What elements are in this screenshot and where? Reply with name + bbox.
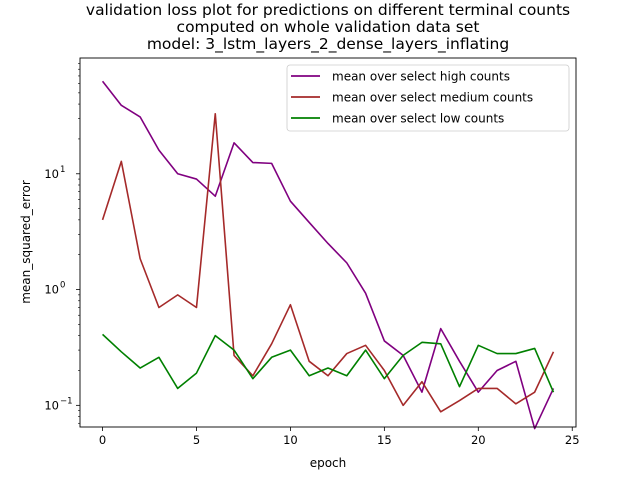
x-tick-label: 5 [193, 433, 200, 447]
chart-title: validation loss plot for predictions on … [86, 1, 570, 54]
series-line-1 [101, 80, 555, 430]
chart-title-line-1: validation loss plot for predictions on … [86, 1, 570, 19]
legend-label-2: mean over select medium counts [332, 91, 533, 105]
y-tick-label-base: 10 [44, 398, 59, 412]
legend: mean over select high counts mean over se… [286, 64, 570, 132]
x-axis-label: epoch [310, 456, 347, 470]
chart-title-line-3: model: 3_lstm_layers_2_dense_layers_infl… [147, 35, 509, 54]
x-tick-label: 10 [283, 433, 298, 447]
y-axis-label: mean_squared_error [19, 180, 33, 304]
y-tick-label-exponent: −1 [60, 396, 73, 406]
y-tick-label-base: 10 [44, 283, 59, 297]
series-layer [101, 80, 555, 430]
x-tick-label: 0 [99, 433, 106, 447]
legend-frame [286, 64, 570, 132]
y-tick-label-exponent: 1 [60, 165, 65, 175]
legend-label-1: mean over select high counts [332, 70, 510, 84]
y-tick-label-base: 10 [44, 167, 59, 181]
chart-title-line-2: computed on whole validation data set [177, 18, 480, 36]
x-tick-label: 25 [565, 433, 580, 447]
y-tick-label-exponent: 0 [60, 281, 65, 291]
series-line-3 [102, 333, 555, 393]
plot-frame [79, 57, 577, 428]
x-axis: 0 5 10 15 20 25 [99, 427, 580, 447]
y-tick-label: 10 −1 [44, 396, 72, 412]
x-tick-label: 15 [377, 433, 392, 447]
series-line-2 [101, 112, 555, 413]
y-tick-label: 10 0 [44, 281, 65, 297]
y-tick-label: 10 1 [44, 165, 65, 181]
x-tick-label: 20 [471, 433, 486, 447]
legend-label-3: mean over select low counts [332, 112, 504, 126]
